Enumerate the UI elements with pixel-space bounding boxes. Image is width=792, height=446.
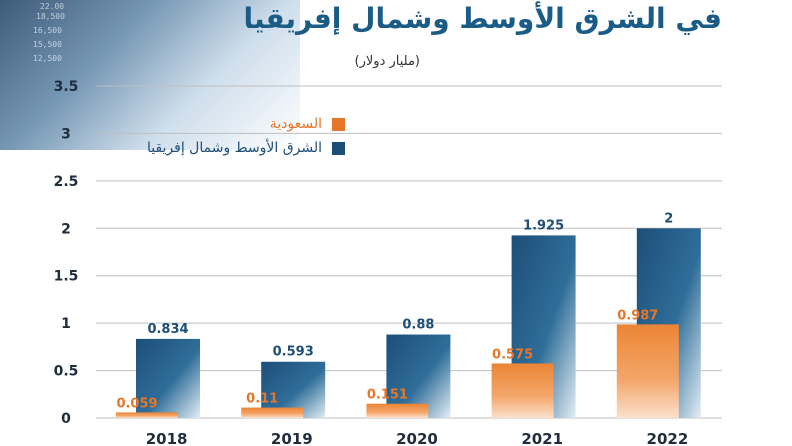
y-tick-label: 0 [61,411,71,427]
x-tick-label: 2019 [271,430,313,446]
x-tick-label: 2022 [647,430,689,446]
data-label-saudi: 0.11 [246,392,278,407]
bar-saudi [491,363,554,418]
legend-label-mena: الشرق الأوسط وشمال إفريقيا [146,140,322,156]
x-tick-label: 2021 [521,430,563,446]
legend-swatch-mena [332,141,345,155]
y-tick-label: 2.5 [54,174,79,190]
bar-saudi [366,403,429,418]
ticker-text: 18,500 [36,12,65,21]
bar-saudi [241,407,304,418]
data-label-saudi: 0.987 [617,308,658,323]
y-tick-label: 0.5 [54,364,79,380]
data-label-saudi: 0.575 [492,347,533,362]
y-tick-label: 2 [61,221,71,237]
y-tick-label: 1 [61,316,71,332]
legend-swatch-saudi [332,117,345,131]
data-label-saudi: 0.151 [367,388,408,403]
ticker-text: 15,500 [33,40,62,49]
y-tick-label: 3.5 [54,79,79,95]
legend-label-saudi: السعودية [269,116,322,132]
data-label-mena: 0.834 [147,322,188,337]
ticker-text: 12,500 [33,54,62,63]
data-label-mena: 0.88 [402,318,434,333]
legend-item-mena: الشرق الأوسط وشمال إفريقيا [115,136,345,160]
ticker-text: 22.00 [40,2,65,11]
data-label-mena: 0.593 [273,345,314,360]
x-tick-label: 2018 [146,430,188,446]
chart-unit: (مليار دولار) [354,54,420,69]
chart-title: في الشرق الأوسط وشمال إفريقيا [243,2,722,35]
x-tick-label: 2020 [396,430,438,446]
y-tick-label: 3 [61,126,71,142]
data-label-saudi: 0.059 [116,396,157,411]
bar-saudi [116,412,178,418]
header-background-image: 22.00 18,500 16,500 15,500 12,500 [0,0,300,150]
chart-legend: السعودية الشرق الأوسط وشمال إفريقيا [115,112,345,160]
data-label-mena: 2 [664,211,673,226]
bar-mena [136,338,200,418]
legend-item-saudi: السعودية [115,112,345,136]
ticker-text: 16,500 [33,26,62,35]
bar-saudi [616,324,679,418]
data-label-mena: 1.925 [523,218,564,233]
y-tick-label: 1.5 [54,269,79,285]
